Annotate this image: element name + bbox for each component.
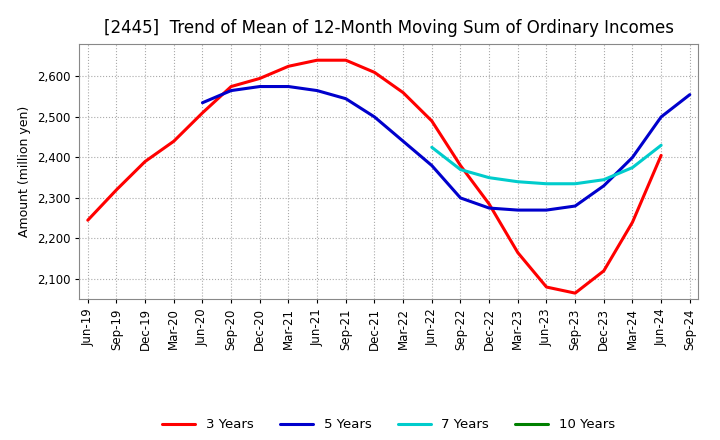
5 Years [542,207,551,213]
5 Years [370,114,379,120]
3 Years [227,84,235,89]
Y-axis label: Amount (million yen): Amount (million yen) [18,106,31,237]
Title: [2445]  Trend of Mean of 12-Month Moving Sum of Ordinary Incomes: [2445] Trend of Mean of 12-Month Moving … [104,19,674,37]
7 Years [657,143,665,148]
3 Years [542,284,551,290]
5 Years [685,92,694,97]
Line: 3 Years: 3 Years [88,60,661,293]
5 Years [284,84,293,89]
5 Years [628,155,636,160]
7 Years [600,177,608,182]
3 Years [370,70,379,75]
3 Years [657,153,665,158]
7 Years [513,179,522,184]
Legend: 3 Years, 5 Years, 7 Years, 10 Years: 3 Years, 5 Years, 7 Years, 10 Years [157,413,621,436]
3 Years [399,90,408,95]
Line: 5 Years: 5 Years [202,87,690,210]
3 Years [513,250,522,255]
3 Years [312,58,321,63]
3 Years [256,76,264,81]
3 Years [169,139,178,144]
5 Years [428,163,436,168]
5 Years [341,96,350,101]
7 Years [628,165,636,170]
7 Years [485,175,493,180]
3 Years [112,187,121,192]
3 Years [456,163,465,168]
5 Years [513,207,522,213]
5 Years [600,183,608,188]
3 Years [428,118,436,124]
7 Years [571,181,580,187]
3 Years [628,220,636,225]
5 Years [456,195,465,201]
5 Years [571,203,580,209]
3 Years [600,268,608,274]
3 Years [84,217,92,223]
3 Years [341,58,350,63]
5 Years [227,88,235,93]
3 Years [198,110,207,116]
5 Years [256,84,264,89]
5 Years [657,114,665,120]
5 Years [399,139,408,144]
3 Years [571,290,580,296]
5 Years [312,88,321,93]
7 Years [456,167,465,172]
7 Years [542,181,551,187]
5 Years [198,100,207,105]
7 Years [428,145,436,150]
3 Years [284,64,293,69]
Line: 7 Years: 7 Years [432,145,661,184]
3 Years [141,159,150,164]
5 Years [485,205,493,211]
3 Years [485,202,493,207]
